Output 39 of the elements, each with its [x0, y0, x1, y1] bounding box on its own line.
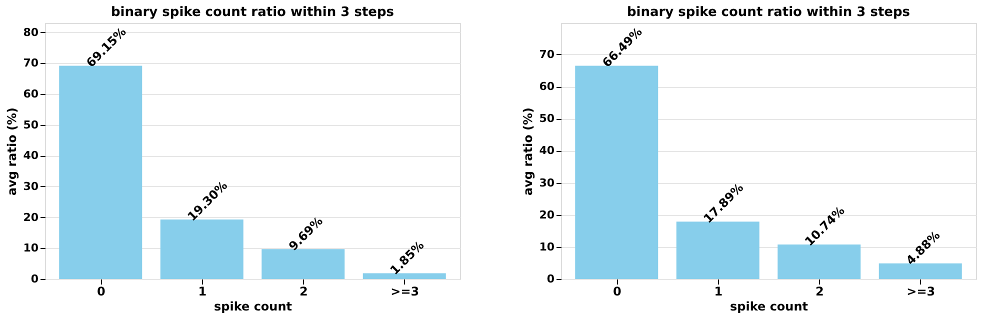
bar [362, 273, 446, 279]
y-tick-label: 70 [23, 56, 39, 70]
y-tick-label: 30 [23, 180, 39, 193]
y-tick-label: 60 [23, 87, 39, 100]
y-axis-title: avg ratio (%) [521, 108, 536, 196]
y-tick-label: 20 [23, 210, 39, 224]
chart-title: binary spike count ratio within 3 steps [626, 5, 910, 20]
x-tick-label: 1 [198, 284, 207, 298]
y-tick-label: 80 [23, 26, 39, 39]
x-tick-label: >=3 [390, 284, 420, 298]
bar [59, 66, 142, 279]
y-tick-label: 10 [23, 242, 39, 255]
x-tick-label: 2 [299, 284, 308, 298]
x-tick-label: 0 [612, 284, 622, 298]
y-tick-label: 10 [539, 240, 555, 254]
x-tick-label: 1 [714, 284, 723, 298]
y-tick-label: 70 [539, 48, 555, 61]
y-tick-label: 40 [23, 149, 39, 162]
y-tick-label: 30 [539, 176, 555, 190]
bar [262, 249, 345, 279]
x-axis-title: spike count [730, 300, 808, 314]
bar [160, 219, 244, 279]
x-tick-label: 0 [96, 284, 106, 298]
chart-title: binary spike count ratio within 3 steps [110, 5, 394, 20]
x-tick-label: >=3 [906, 284, 936, 298]
x-axis-title: spike count [214, 300, 292, 314]
y-tick-label: 20 [539, 208, 555, 222]
y-tick-label: 60 [539, 80, 555, 94]
y-tick-label: 0 [30, 272, 39, 286]
y-tick-label: 40 [539, 144, 555, 158]
y-axis-title: avg ratio (%) [5, 108, 20, 196]
x-tick-label: 2 [815, 284, 824, 298]
y-tick-label: 50 [539, 112, 555, 126]
bar [878, 263, 962, 279]
bar [778, 244, 861, 279]
bar [575, 66, 658, 279]
y-tick-label: 50 [23, 118, 39, 132]
y-tick-label: 0 [546, 272, 555, 286]
bar [676, 222, 760, 279]
